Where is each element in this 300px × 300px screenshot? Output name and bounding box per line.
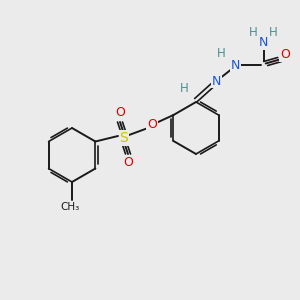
Text: O: O bbox=[123, 157, 133, 169]
Text: O: O bbox=[115, 106, 125, 119]
Text: N: N bbox=[231, 59, 240, 72]
Text: N: N bbox=[212, 75, 221, 88]
Text: H: H bbox=[249, 26, 258, 39]
Text: N: N bbox=[259, 36, 268, 49]
Text: CH₃: CH₃ bbox=[60, 202, 80, 212]
Text: H: H bbox=[217, 47, 226, 60]
Text: H: H bbox=[180, 82, 188, 94]
Text: O: O bbox=[280, 48, 290, 61]
Text: H: H bbox=[269, 26, 278, 39]
Text: O: O bbox=[147, 118, 157, 131]
Text: S: S bbox=[120, 131, 128, 145]
